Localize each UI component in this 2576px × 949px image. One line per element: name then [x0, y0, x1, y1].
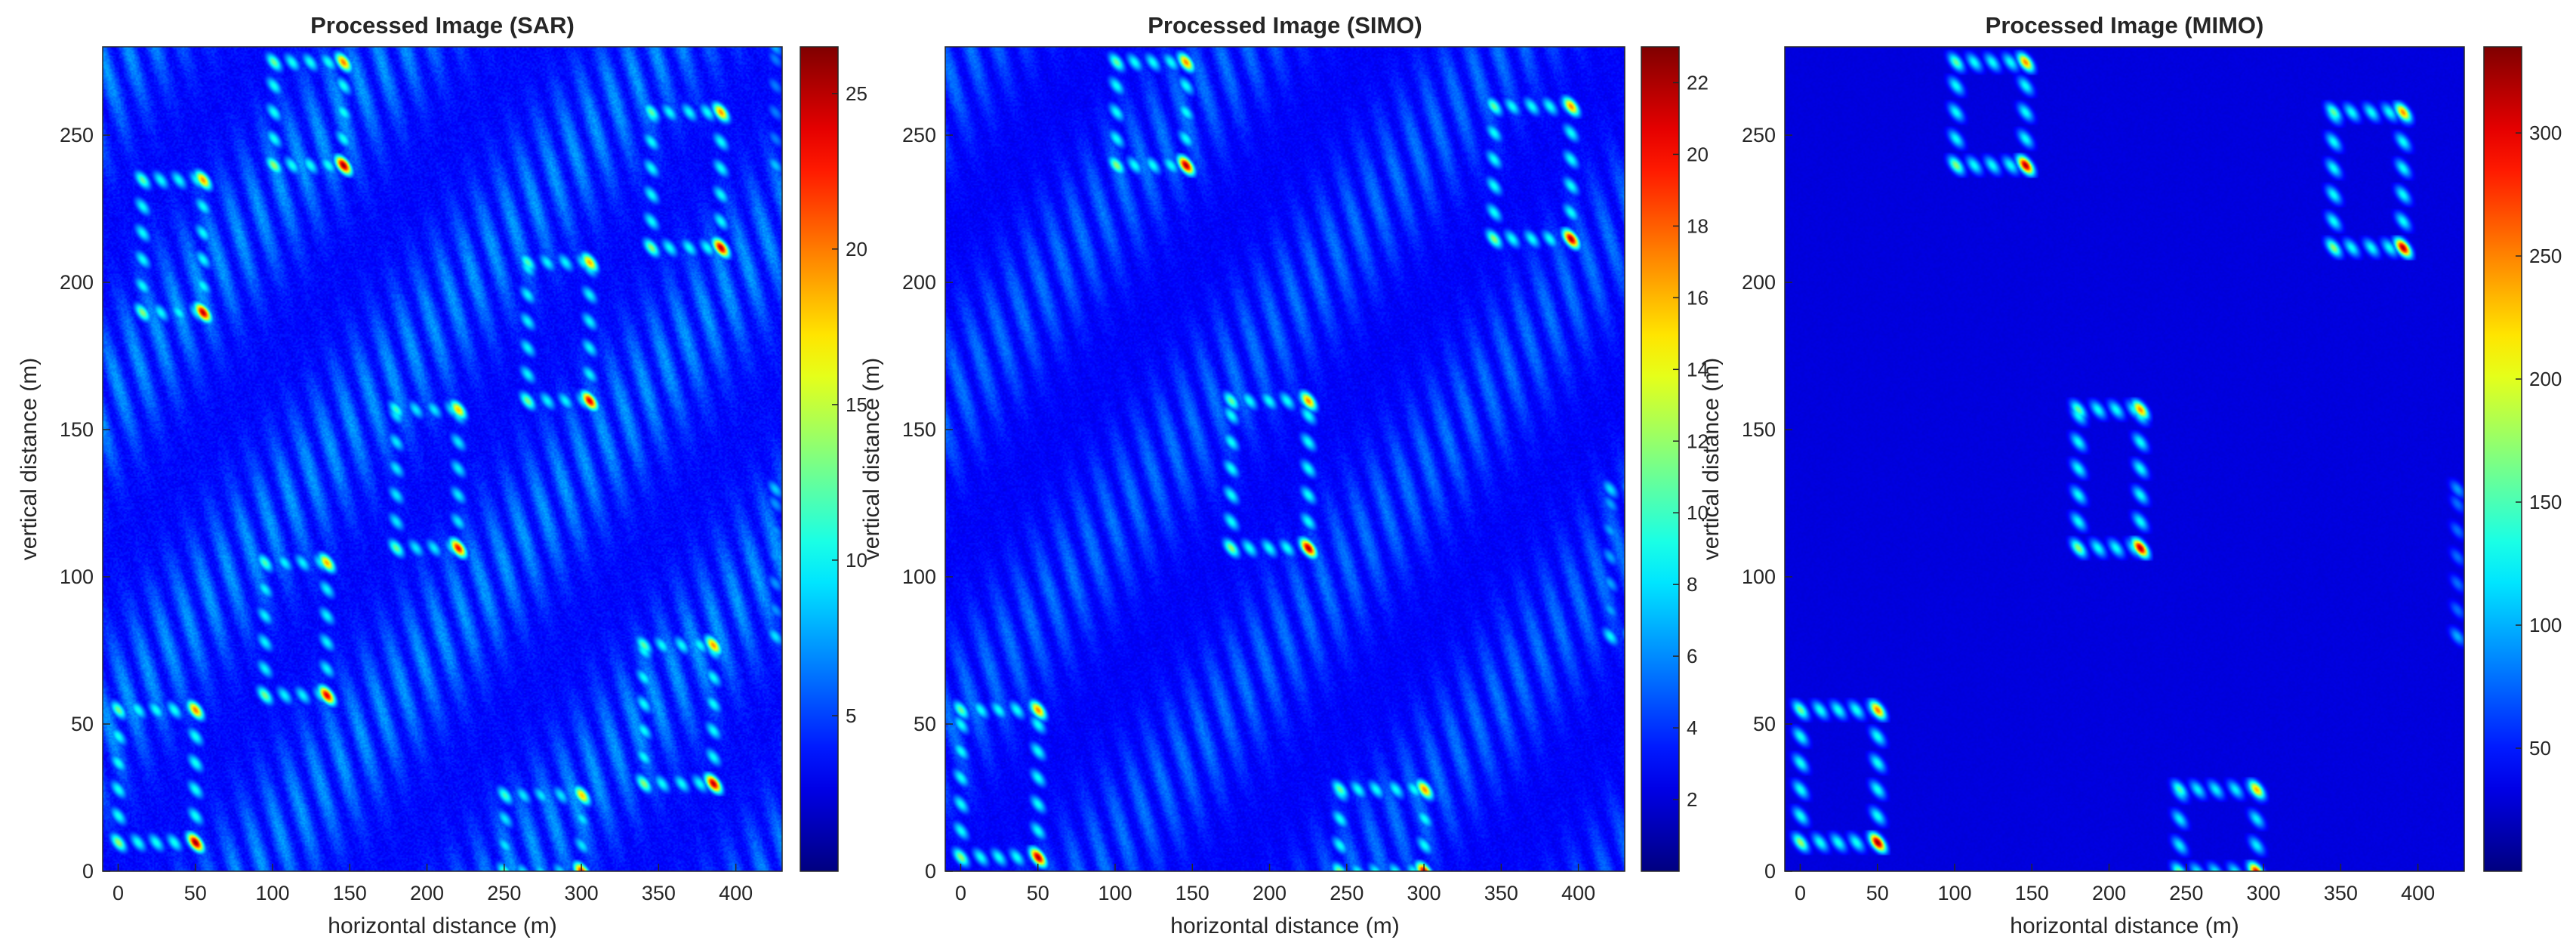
- x-tick-label: 250: [487, 882, 521, 904]
- y-tick-label: 150: [60, 418, 94, 441]
- panel-3: 0 50 100 150 200 250 300 350 400 0 50 100 150 200 250 P…: [1699, 12, 2562, 938]
- x-tick-label: 50: [1866, 882, 1889, 904]
- colorbar-tick-label: 16: [1687, 286, 1709, 309]
- x-tick-label: 250: [2169, 882, 2203, 904]
- panel-2: 0 50 100 150 200 250 300 350 400 0 50 100 150 200 250 P…: [859, 12, 1709, 938]
- x-tick-label: 400: [1561, 882, 1595, 904]
- x-tick-label: 350: [642, 882, 676, 904]
- colorbar-tick-label: 4: [1687, 716, 1697, 739]
- x-axis-label: horizontal distance (m): [2010, 914, 2239, 938]
- y-tick-label: 250: [1742, 124, 1776, 146]
- colorbar-tick-label: 50: [2529, 737, 2551, 760]
- x-tick-label: 350: [2324, 882, 2358, 904]
- x-axis-label: horizontal distance (m): [1170, 914, 1399, 938]
- x-tick-label: 150: [333, 882, 367, 904]
- x-tick-label: 300: [2247, 882, 2281, 904]
- y-tick-label: 100: [902, 565, 936, 588]
- x-tick-label: 200: [2092, 882, 2126, 904]
- x-tick-label: 350: [1484, 882, 1518, 904]
- colorbar: [800, 46, 839, 872]
- y-tick-label: 50: [914, 713, 936, 735]
- y-tick-label: 0: [1764, 860, 1776, 883]
- y-tick-label: 200: [902, 271, 936, 294]
- chart-title: Processed Image (SAR): [310, 12, 575, 39]
- colorbar-tick-label: 5: [846, 704, 856, 727]
- x-tick-label: 300: [1407, 882, 1441, 904]
- plot-frame: [944, 46, 1625, 872]
- colorbar-tick-label: 8: [1687, 573, 1697, 596]
- plot-frame: [102, 46, 783, 872]
- y-axis-label: vertical distance (m): [859, 358, 884, 560]
- colorbar-tick-label: 150: [2529, 491, 2562, 513]
- colorbar-tick-label: 22: [1687, 71, 1709, 94]
- chart-title: Processed Image (MIMO): [1986, 12, 2264, 39]
- x-tick-label: 0: [955, 882, 966, 904]
- x-tick-label: 200: [1253, 882, 1286, 904]
- colorbar-tick-label: 6: [1687, 645, 1697, 667]
- x-tick-label: 200: [410, 882, 444, 904]
- colorbar-tick-label: 12: [1687, 430, 1709, 452]
- colorbar-tick-label: 10: [846, 549, 867, 572]
- colorbar-tick-label: 200: [2529, 368, 2562, 390]
- colorbar-tick-label: 14: [1687, 358, 1709, 381]
- colorbar-tick-label: 10: [1687, 501, 1709, 524]
- colorbar-tick-label: 18: [1687, 214, 1709, 237]
- y-tick-label: 100: [60, 565, 94, 588]
- y-tick-label: 0: [82, 860, 94, 883]
- y-tick-label: 50: [71, 713, 94, 735]
- x-tick-label: 0: [112, 882, 124, 904]
- chart-title: Processed Image (SIMO): [1148, 12, 1422, 39]
- y-tick-label: 250: [902, 124, 936, 146]
- x-tick-label: 0: [1795, 882, 1806, 904]
- y-tick-label: 150: [902, 418, 936, 441]
- colorbar-tick-label: 2: [1687, 788, 1697, 811]
- plot-frame: [1784, 46, 2465, 872]
- colorbar-tick-label: 250: [2529, 245, 2562, 267]
- colorbar-tick-label: 100: [2529, 614, 2562, 636]
- y-axis-label: vertical distance (m): [1699, 358, 1724, 560]
- x-tick-label: 400: [2401, 882, 2435, 904]
- y-axis-label: vertical distance (m): [17, 358, 42, 560]
- colorbar-tick-label: 20: [1687, 143, 1709, 165]
- x-tick-label: 150: [1176, 882, 1209, 904]
- x-tick-label: 250: [1330, 882, 1363, 904]
- x-tick-label: 150: [2015, 882, 2049, 904]
- colorbar-tick-label: 20: [846, 238, 867, 260]
- x-tick-label: 100: [1937, 882, 1971, 904]
- colorbar-tick-label: 25: [846, 82, 867, 105]
- x-tick-label: 100: [255, 882, 289, 904]
- heatmap-image: [945, 47, 1625, 871]
- heatmap-image: [1785, 47, 2464, 871]
- panel-1: 0 50 100 150 200 250 300 350 400 0 50 100 150 200 250 P…: [17, 12, 867, 938]
- colorbar-tick-label: 300: [2529, 122, 2562, 144]
- x-tick-label: 50: [184, 882, 207, 904]
- y-tick-label: 100: [1742, 565, 1776, 588]
- colorbar: [1641, 46, 1680, 872]
- colorbar-tick-label: 15: [846, 393, 867, 416]
- y-tick-label: 250: [60, 124, 94, 146]
- x-tick-label: 300: [565, 882, 599, 904]
- y-tick-label: 150: [1742, 418, 1776, 441]
- y-tick-label: 200: [60, 271, 94, 294]
- x-tick-label: 100: [1098, 882, 1132, 904]
- x-axis-label: horizontal distance (m): [328, 914, 556, 938]
- x-tick-label: 50: [1027, 882, 1049, 904]
- colorbar: [2483, 46, 2522, 872]
- y-tick-label: 0: [925, 860, 936, 883]
- y-tick-label: 50: [1753, 713, 1776, 735]
- y-tick-label: 200: [1742, 271, 1776, 294]
- heatmap-image: [103, 47, 782, 871]
- x-tick-label: 400: [719, 882, 753, 904]
